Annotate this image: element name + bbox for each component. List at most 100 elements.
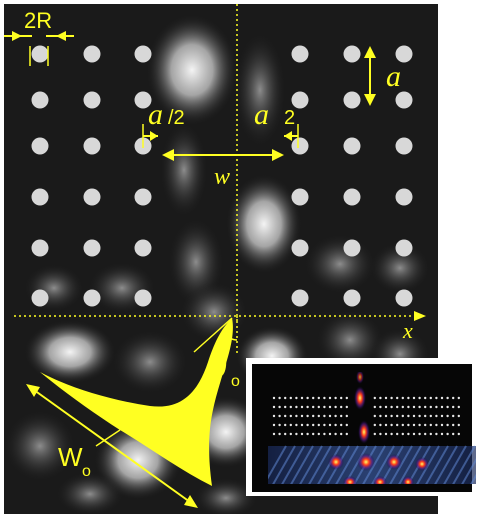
inset-rod (424, 432, 427, 436)
incidence-angle-subscript: o (231, 373, 240, 390)
field-lobe (112, 330, 188, 394)
inset-hotspot (386, 454, 402, 470)
inset-rod (272, 405, 276, 409)
inset-rod (295, 423, 298, 427)
inset-rod (452, 414, 455, 418)
waveguide-width-label: w (214, 164, 230, 190)
half-period-right-subscript: 2 (284, 107, 295, 129)
dielectric-rod (83, 239, 101, 257)
inset-rod (295, 396, 298, 400)
inset-rod (289, 423, 292, 427)
inset-rod (284, 414, 287, 418)
inset-rod (457, 405, 460, 409)
inset-rod (323, 423, 326, 427)
inset-simulation-image (246, 358, 478, 496)
inset-rod (345, 414, 348, 418)
inset-wave-stripe (425, 445, 449, 484)
field-lobe (226, 174, 302, 274)
dielectric-rod (31, 239, 49, 257)
dielectric-rod (343, 137, 361, 155)
inset-rod (424, 405, 427, 409)
inset-wave-stripe (299, 445, 323, 484)
inset-rod (384, 396, 388, 400)
inset-rod (446, 423, 449, 427)
gaussian-beam-profile (40, 318, 233, 486)
dielectric-rod (31, 289, 49, 307)
inset-wave-stripe (443, 445, 467, 484)
inset-rod (278, 396, 281, 400)
inset-rod (407, 432, 410, 436)
inset-rod (435, 423, 438, 427)
inset-rod (323, 396, 326, 400)
inset-rod (390, 414, 393, 418)
rod-diameter-annotation: 2R (4, 8, 74, 66)
inset-rod (457, 414, 460, 418)
dielectric-rod (395, 45, 413, 63)
inset-rod (384, 432, 388, 436)
inset-rod (306, 405, 309, 409)
dielectric-rod (395, 239, 413, 257)
inset-rod (440, 396, 444, 400)
inset-rod (429, 423, 432, 427)
field-lobe (160, 122, 208, 218)
waveguide-width-annotation: w (162, 149, 284, 190)
inset-rod (328, 432, 332, 436)
inset-rod (345, 432, 348, 436)
inset-rod (452, 396, 455, 400)
inset-rod (457, 423, 460, 427)
inset-rod (272, 396, 276, 400)
x-axis-label: x (402, 318, 413, 343)
dielectric-rod (291, 239, 309, 257)
lattice-constant-label: a (386, 60, 401, 93)
inset-wave-stripe (335, 445, 359, 484)
dielectric-rod (31, 137, 49, 155)
inset-rod (284, 432, 287, 436)
inset-rod (334, 405, 337, 409)
beam-waist-label: W (58, 442, 83, 472)
inset-wave-stripe (268, 445, 287, 480)
inset-rod (317, 396, 320, 400)
inset-rod (340, 432, 343, 436)
inset-rod (384, 423, 388, 427)
half-period-right-annotation: a 2 (254, 98, 299, 148)
inset-hotspot (373, 476, 387, 484)
inset-guided-mode (356, 372, 364, 384)
inset-rod (289, 414, 292, 418)
inset-rod (429, 396, 432, 400)
inset-rod (401, 396, 404, 400)
inset-rod (334, 423, 337, 427)
inset-rod (407, 396, 410, 400)
dielectric-rod (395, 137, 413, 155)
inset-rod (323, 432, 326, 436)
inset-rod (312, 414, 315, 418)
inset-wave-stripe (317, 445, 341, 484)
x-axis-arrowhead (414, 311, 426, 321)
inset-rod (312, 432, 315, 436)
inset-rod (446, 396, 449, 400)
inset-rod (328, 396, 332, 400)
field-lobe (88, 262, 156, 314)
inset-rod (390, 405, 393, 409)
inset-rod (412, 423, 416, 427)
inset-rod (429, 432, 432, 436)
inset-rod (384, 405, 388, 409)
inset-rod (323, 414, 326, 418)
inset-rod (340, 423, 343, 427)
inset-wave-stripe (452, 445, 476, 484)
inset-rod (340, 405, 343, 409)
dielectric-rod (291, 188, 309, 206)
inset-rod (407, 423, 410, 427)
inset-rod (440, 432, 444, 436)
inset-rod (379, 396, 382, 400)
inset-rod (295, 432, 298, 436)
inset-guided-mode (354, 386, 366, 410)
inset-guided-mode (358, 420, 370, 444)
half-period-right-label: a (254, 98, 269, 131)
inset-rod (300, 432, 304, 436)
rod-diameter-label: 2R (24, 8, 52, 33)
inset-wave-stripe (470, 473, 476, 484)
half-period-left-label: a (148, 98, 163, 131)
dielectric-rod (31, 45, 49, 63)
inset-rod (396, 396, 399, 400)
